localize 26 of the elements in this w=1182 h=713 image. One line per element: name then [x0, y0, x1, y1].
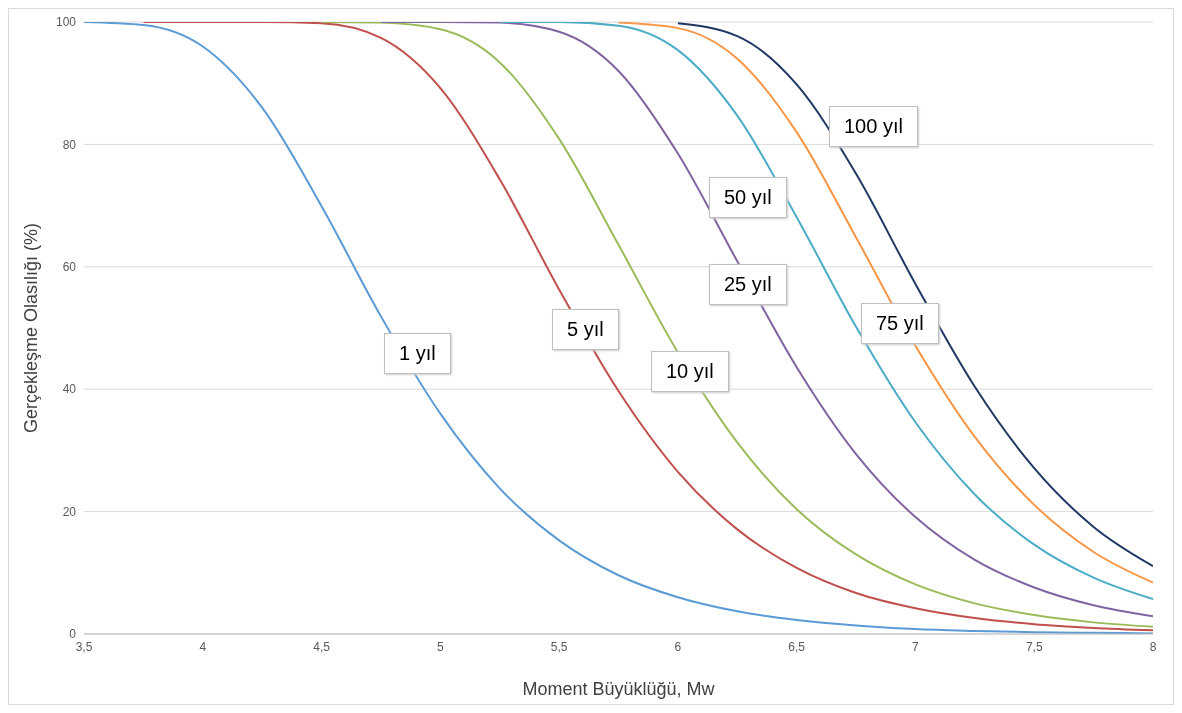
- series-label: 50 yıl: [709, 177, 787, 218]
- y-tick-label: 20: [62, 504, 77, 519]
- x-tick-label: 6: [674, 639, 682, 654]
- y-tick-label: 60: [62, 260, 77, 275]
- series-label: 25 yıl: [709, 264, 787, 305]
- x-tick-label: 3,5: [75, 639, 93, 654]
- x-tick-label: 4,5: [313, 639, 331, 654]
- y-axis-title: Gerçekleşme Olasılığı (%): [21, 222, 42, 434]
- series-label: 10 yıl: [651, 351, 729, 392]
- x-tick-label: 5: [436, 639, 444, 654]
- x-tick-label: 7,5: [1025, 639, 1043, 654]
- x-tick-label: 4: [199, 639, 207, 654]
- x-tick-label: 7: [912, 639, 920, 654]
- x-tick-label: 6,5: [788, 639, 806, 654]
- series-label: 1 yıl: [384, 333, 451, 374]
- series-label: 75 yıl: [861, 303, 939, 344]
- y-tick-label: 40: [62, 382, 77, 397]
- y-tick-label: 80: [62, 137, 77, 152]
- x-tick-label: 5,5: [550, 639, 568, 654]
- y-tick-label: 0: [69, 627, 77, 642]
- line-series: [498, 22, 1153, 601]
- x-axis-title: Moment Büyüklüğü, Mw: [522, 678, 716, 699]
- series-label: 5 yıl: [552, 309, 619, 350]
- x-tick-label: 8: [1149, 639, 1157, 654]
- y-tick-label: 100: [55, 15, 77, 30]
- series-label: 100 yıl: [829, 106, 918, 147]
